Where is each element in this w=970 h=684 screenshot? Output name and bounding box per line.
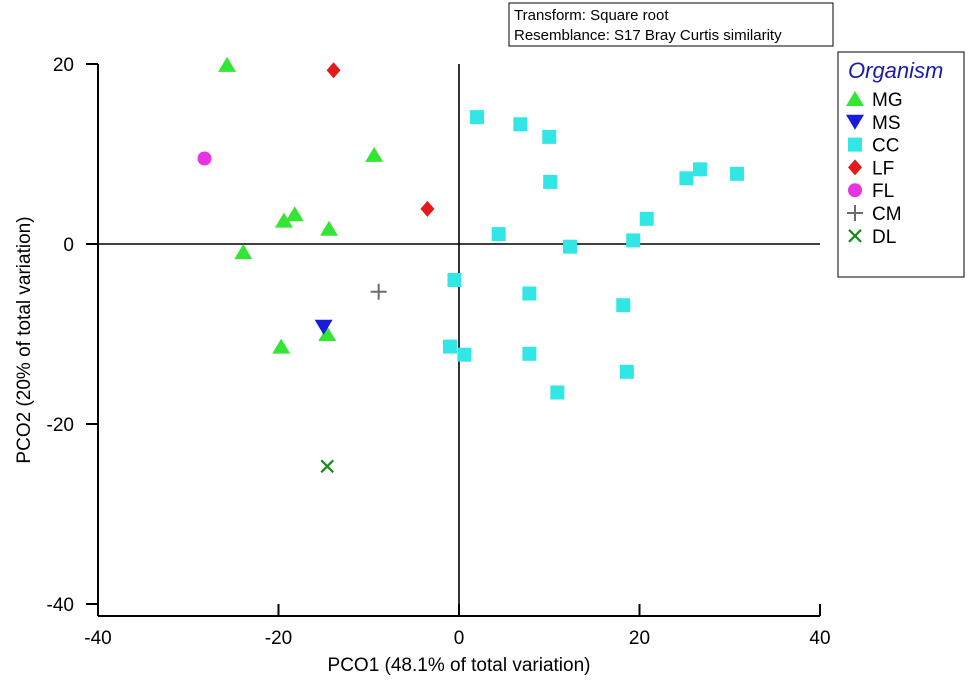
x-axis-title: PCO1 (48.1% of total variation) — [328, 655, 591, 676]
y-tick-label: 20 — [53, 55, 74, 76]
series-fl — [197, 151, 212, 166]
point-cc — [513, 117, 528, 132]
x-tick-label: 0 — [454, 628, 465, 649]
legend-item-ms: MS — [846, 113, 901, 134]
point-cc — [616, 298, 631, 313]
point-mg — [320, 220, 339, 236]
point-cc — [470, 110, 485, 125]
legend-label-ms: MS — [872, 113, 901, 134]
point-dl — [320, 459, 335, 474]
legend-item-mg: MG — [846, 90, 903, 111]
point-cc — [543, 174, 558, 189]
point-mg — [272, 338, 291, 354]
point-cc — [692, 162, 707, 177]
legend-label-fl: FL — [872, 181, 894, 202]
legend-marker-mg — [846, 91, 864, 106]
point-cc — [619, 364, 634, 379]
y-tick-label: -20 — [47, 415, 74, 436]
y-axis-title: PCO2 (20% of total variation) — [14, 216, 35, 463]
legend-marker-ms — [846, 114, 864, 130]
series-lf — [326, 62, 435, 217]
point-mg — [274, 212, 293, 228]
annotation-box: Transform: Square root Resemblance: S17 … — [508, 2, 834, 47]
point-mg — [218, 56, 237, 72]
point-mg — [234, 244, 253, 260]
point-cc — [542, 129, 557, 144]
tick-group — [86, 63, 821, 616]
tick-label-group: -40 -20 0 20 40 -40 -20 0 20 — [47, 55, 831, 649]
annotation-frame — [508, 2, 834, 47]
point-cc — [563, 239, 578, 254]
legend-label-cc: CC — [872, 136, 899, 157]
point-cc — [522, 346, 537, 361]
annotation-transform: Transform: Square root — [514, 7, 669, 24]
series-cm — [370, 283, 387, 300]
point-cm — [370, 283, 387, 300]
legend-item-lf: LF — [848, 158, 894, 179]
y-tick-label: 0 — [63, 235, 74, 256]
annotation-resemblance: Resemblance: S17 Bray Curtis similarity — [514, 27, 782, 44]
x-tick-label: -40 — [84, 628, 111, 649]
legend-label-cm: CM — [872, 204, 902, 225]
point-cc — [457, 347, 472, 362]
point-cc — [491, 227, 506, 242]
legend-title: Organism — [848, 58, 943, 83]
point-lf — [326, 62, 341, 79]
legend-label-mg: MG — [872, 90, 903, 111]
x-tick-label: -20 — [265, 628, 292, 649]
point-cc — [729, 166, 744, 181]
point-mg — [365, 146, 384, 162]
point-fl — [197, 151, 212, 166]
y-tick-label: -40 — [47, 595, 74, 616]
point-mg — [318, 326, 337, 341]
legend-label-lf: LF — [872, 158, 894, 179]
point-cc — [550, 385, 565, 400]
point-cc — [639, 211, 654, 226]
legend-marker-cm — [847, 205, 863, 221]
point-cc — [522, 286, 537, 301]
point-lf — [420, 200, 435, 217]
point-ms — [314, 319, 333, 335]
point-cc — [626, 233, 641, 248]
series-ms — [314, 319, 333, 335]
legend-item-dl: DL — [848, 227, 896, 248]
legend-label-dl: DL — [872, 227, 896, 248]
legend-item-fl: FL — [848, 181, 894, 202]
x-tick-label: 40 — [809, 628, 830, 649]
point-mg — [285, 206, 304, 222]
series-dl — [320, 459, 335, 474]
legend-item-cm: CM — [847, 204, 902, 225]
point-cc — [447, 273, 462, 287]
x-tick-label: 20 — [629, 628, 650, 649]
legend-marker-dl — [848, 229, 862, 243]
series-mg — [218, 56, 384, 354]
series-cc — [442, 110, 744, 400]
legend-marker-fl — [848, 183, 862, 198]
point-cc — [679, 171, 694, 186]
legend-marker-lf — [848, 159, 862, 176]
point-cc — [442, 339, 457, 354]
legend-item-cc: CC — [848, 136, 899, 157]
legend-marker-cc — [848, 137, 862, 152]
data-points — [197, 56, 744, 474]
